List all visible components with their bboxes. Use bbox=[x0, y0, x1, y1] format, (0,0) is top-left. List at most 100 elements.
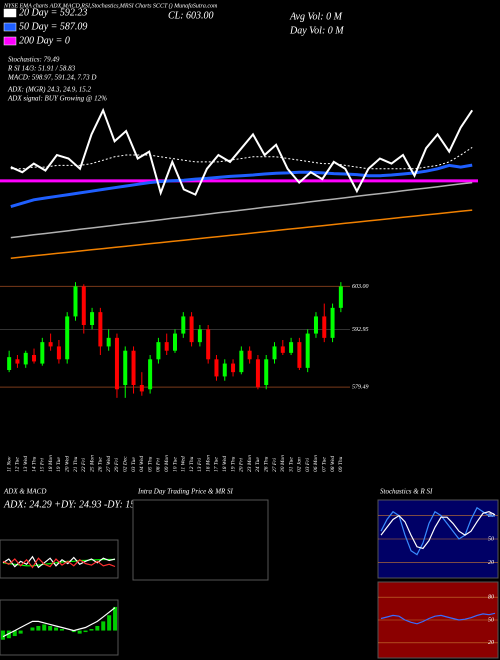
candle-body bbox=[330, 307, 335, 338]
bar bbox=[77, 630, 82, 634]
candle-body bbox=[23, 352, 28, 365]
x-tick-label: 17 Tue bbox=[214, 457, 220, 472]
candle-body bbox=[264, 359, 269, 385]
x-tick-label: 15 Fri bbox=[40, 458, 46, 472]
x-tick-label: 19 Thu bbox=[230, 456, 236, 472]
line bbox=[10, 146, 473, 170]
x-tick-label: 26 Thu bbox=[263, 456, 269, 472]
chart-title: NYSE EMA charts ADX,MACD,RSI,Stochastics… bbox=[3, 2, 218, 9]
x-tick-label: 07 Tue bbox=[322, 457, 328, 472]
x-tick-label: 08 Wed bbox=[330, 456, 336, 472]
candle-body bbox=[56, 346, 61, 360]
line bbox=[380, 612, 496, 625]
candle-body bbox=[90, 312, 95, 325]
candle-body bbox=[181, 316, 186, 334]
x-tick-label: 27 Fri bbox=[272, 458, 278, 472]
x-tick-label: 02 Jan bbox=[297, 457, 303, 472]
x-tick-label: 02 Dec bbox=[123, 456, 129, 472]
y-tick-label: 592.95 bbox=[352, 327, 369, 333]
legend-swatch bbox=[3, 22, 17, 32]
line bbox=[10, 107, 474, 197]
x-tick-label: 20 Fri bbox=[239, 458, 245, 472]
candle-body bbox=[73, 286, 78, 317]
candle-body bbox=[255, 359, 260, 388]
x-tick-label: 09 Mon bbox=[164, 455, 170, 472]
x-tick-label: 27 Wed bbox=[106, 456, 112, 472]
intraday-panel bbox=[132, 499, 269, 581]
legend-label: 20 Day = 592.23 bbox=[19, 7, 87, 18]
x-tick-label: 31 Tue bbox=[288, 457, 294, 473]
panel-title: Intra Day Trading Price & MR SI bbox=[137, 488, 234, 496]
candle-body bbox=[114, 337, 119, 390]
x-tick-label: 04 Wed bbox=[138, 456, 145, 472]
line bbox=[10, 163, 473, 209]
x-tick-label: 29 Fri bbox=[114, 458, 120, 472]
candle-body bbox=[65, 316, 70, 360]
candle-body bbox=[32, 355, 37, 362]
x-tick-label: 03 Tue bbox=[131, 457, 137, 472]
bar bbox=[54, 627, 59, 631]
stochastics-label: Stochastics: 79.49 bbox=[8, 56, 60, 64]
bar bbox=[42, 624, 47, 631]
x-tick-label: 30 Mon bbox=[280, 455, 286, 473]
line bbox=[380, 506, 496, 556]
x-tick-label: 22 Fri bbox=[81, 458, 87, 472]
line bbox=[2, 557, 116, 569]
line bbox=[2, 607, 116, 638]
candle-body bbox=[15, 359, 20, 364]
line bbox=[10, 209, 473, 259]
candle-body bbox=[222, 363, 227, 377]
y-tick-label: 50 bbox=[488, 536, 494, 542]
x-tick-label: 05 Thu bbox=[147, 456, 153, 472]
candle-body bbox=[7, 357, 12, 370]
bar bbox=[6, 630, 11, 639]
candle-body bbox=[297, 342, 302, 368]
bar bbox=[12, 630, 17, 637]
x-tick-label: 12 Thu bbox=[189, 456, 195, 472]
y-tick-label: 20 bbox=[488, 560, 494, 566]
x-tick-label: 20 Wed bbox=[64, 456, 70, 472]
bar bbox=[0, 630, 5, 640]
x-tick-label: 10 Tue bbox=[172, 457, 178, 472]
x-tick-label: 12 Tue bbox=[15, 457, 21, 472]
x-tick-label: 19 Tue bbox=[56, 457, 62, 472]
x-tick-label: 26 Tue bbox=[98, 457, 104, 472]
day-vol: Day Vol: 0 M bbox=[289, 25, 344, 36]
legend-swatch bbox=[3, 8, 17, 18]
bar bbox=[83, 630, 88, 633]
x-tick-label: 23 Mon bbox=[247, 455, 253, 472]
legend-label: 50 Day = 587.09 bbox=[19, 21, 87, 32]
panel-bg bbox=[0, 599, 119, 656]
line bbox=[380, 511, 496, 550]
y-tick-label: 50 bbox=[488, 617, 494, 623]
panel-title: ADX & MACD bbox=[3, 488, 46, 496]
bar bbox=[95, 625, 100, 631]
candle-body bbox=[48, 342, 53, 347]
candle-body bbox=[338, 286, 343, 308]
candle-body bbox=[139, 385, 144, 392]
x-tick-label: 06 Mon bbox=[313, 455, 319, 472]
candle-body bbox=[206, 329, 211, 360]
candle-body bbox=[197, 329, 202, 343]
candle-body bbox=[131, 350, 136, 385]
candle-body bbox=[247, 350, 252, 360]
y-tick-label: 20 bbox=[488, 640, 494, 646]
candle-body bbox=[289, 342, 294, 353]
close-label: CL: 603.00 bbox=[168, 10, 214, 21]
bar bbox=[36, 625, 41, 631]
legend-label: 200 Day = 0 bbox=[19, 35, 70, 46]
panel-title: Stochastics & R SI bbox=[380, 488, 433, 496]
avg-vol: Avg Vol: 0 M bbox=[289, 11, 343, 22]
x-tick-label: 11 Nov bbox=[6, 456, 12, 472]
candle-body bbox=[280, 346, 285, 353]
candle-body bbox=[231, 363, 236, 373]
bar bbox=[59, 629, 64, 631]
candle-body bbox=[106, 337, 111, 347]
legend-swatch bbox=[3, 36, 17, 46]
x-tick-label: 16 Mon bbox=[205, 455, 211, 472]
line bbox=[10, 181, 473, 239]
adx-label: ADX: (MGR) 24.3, 24.9, 15.2 bbox=[7, 86, 92, 94]
candle-body bbox=[214, 359, 219, 377]
candle-body bbox=[189, 316, 194, 343]
panel-bg bbox=[0, 539, 119, 579]
